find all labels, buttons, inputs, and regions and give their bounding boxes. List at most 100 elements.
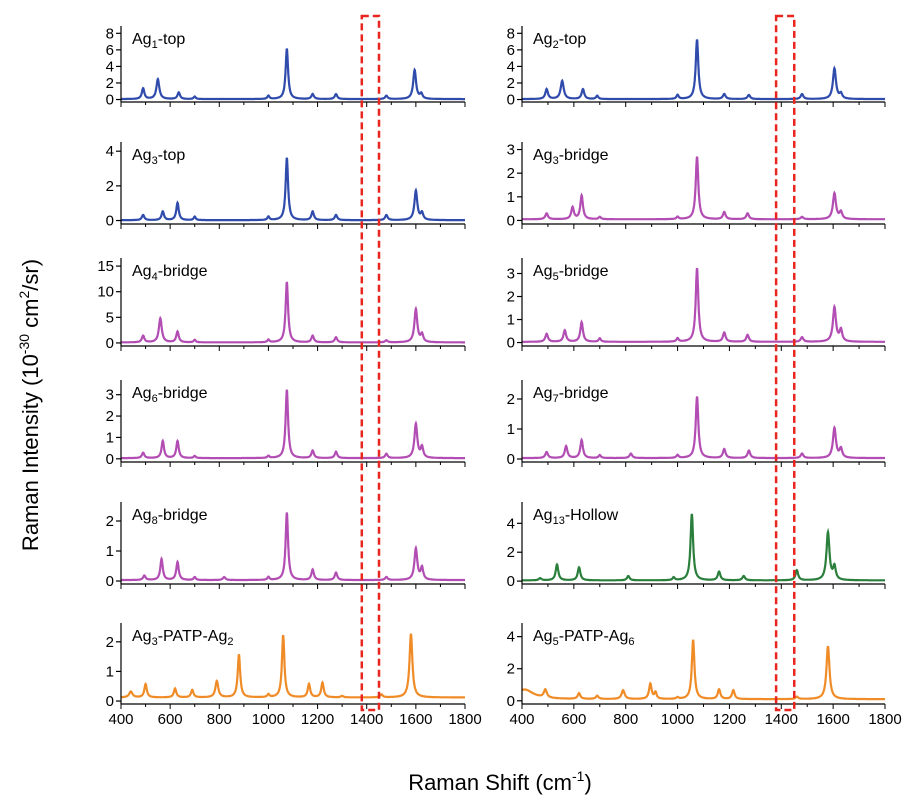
y-tick-label: 1 <box>106 543 114 560</box>
y-tick-label: 0 <box>507 451 515 468</box>
y-tick-label: 2 <box>507 75 515 92</box>
highlight-boxes <box>360 14 796 712</box>
chart-panel-5: 0 5 10 15 Ag4-bridge <box>97 258 466 352</box>
spectrum-line <box>121 633 465 699</box>
chart-panel-11: 0 1 2 400 600 800 1000 1200 1400 1600 1800 Ag3-PATP… <box>106 623 482 728</box>
y-tick-label: 4 <box>507 629 515 646</box>
y-tick-label: 4 <box>507 58 515 75</box>
x-tick-label: 400 <box>509 711 534 728</box>
spectrum-line <box>522 513 885 582</box>
y-tick-label: 3 <box>507 266 515 283</box>
y-tick-label: 0 <box>106 213 114 230</box>
panel-label: Ag8-bridge <box>132 507 208 527</box>
spectrum-line <box>522 156 885 221</box>
panel-label: Ag5-PATP-Ag6 <box>533 628 634 648</box>
chart-panel-7: 0 1 2 3 Ag6-bridge <box>106 380 466 468</box>
y-tick-label: 1 <box>507 189 515 206</box>
spectrum-line <box>521 639 885 701</box>
y-tick-label: 1 <box>507 421 515 438</box>
spectrum-line <box>121 281 465 344</box>
y-tick-label: 8 <box>106 25 114 42</box>
x-tick-label: 1400 <box>765 711 798 728</box>
panel-label: Ag2-top <box>533 31 586 51</box>
x-tick-label: 400 <box>108 711 133 728</box>
y-tick-label: 4 <box>507 515 515 532</box>
y-tick-label: 1 <box>507 312 515 329</box>
chart-panel-9: 0 1 2 Ag8-bridge <box>106 502 466 590</box>
panel-label: Ag3-top <box>132 147 185 167</box>
y-tick-label: 5 <box>106 309 114 326</box>
y-tick-label: 1 <box>106 429 114 446</box>
x-tick-label: 600 <box>561 711 586 728</box>
y-tick-label: 0 <box>507 573 515 590</box>
y-tick-label: 0 <box>106 573 114 590</box>
x-tick-label: 1200 <box>713 711 746 728</box>
panel-label: Ag13-Hollow <box>533 507 619 527</box>
spectrum-line <box>522 267 885 343</box>
y-tick-label: 4 <box>106 58 114 75</box>
y-tick-label: 2 <box>507 165 515 182</box>
y-tick-label: 0 <box>106 693 114 710</box>
panel-label: Ag1-top <box>132 31 185 51</box>
y-tick-label: 2 <box>106 634 114 651</box>
y-tick-label: 2 <box>507 289 515 306</box>
x-tick-label: 800 <box>613 711 638 728</box>
y-tick-label: 8 <box>507 25 515 42</box>
spectrum-line <box>121 389 465 460</box>
y-axis-title: Raman Intensity (10-30 cm2/sr) <box>16 259 43 551</box>
y-tick-label: 10 <box>97 284 114 301</box>
spectrum-line <box>522 39 885 101</box>
x-tick-label: 1200 <box>301 711 334 728</box>
x-tick-label: 1400 <box>350 711 383 728</box>
spectrum-line <box>121 48 465 101</box>
x-tick-label: 1800 <box>868 711 901 728</box>
chart-panel-12: 0 2 4 400 600 800 1000 1200 1400 1600 1800 Ag5-PATP… <box>507 623 902 728</box>
panel-label: Ag5-bridge <box>533 263 609 283</box>
x-tick-label: 1600 <box>816 711 849 728</box>
y-tick-label: 1 <box>106 663 114 680</box>
y-tick-label: 0 <box>106 451 114 468</box>
panel-label: Ag7-bridge <box>533 385 609 405</box>
x-tick-label: 1800 <box>448 711 481 728</box>
y-tick-label: 0 <box>106 335 114 352</box>
spectrum-line <box>121 512 465 582</box>
panel-label: Ag3-PATP-Ag2 <box>132 628 233 648</box>
y-tick-label: 15 <box>97 258 114 275</box>
chart-panel-10: 0 2 4 Ag13-Hollow <box>507 502 886 590</box>
panel-label: Ag4-bridge <box>132 263 208 283</box>
y-tick-label: 2 <box>106 178 114 195</box>
chart-panel-3: 0 2 4 Ag3-top <box>106 142 466 230</box>
chart-panel-4: 0 1 2 3 Ag3-bridge <box>507 142 886 229</box>
y-tick-label: 2 <box>106 75 114 92</box>
spectrum-line <box>522 396 885 460</box>
y-tick-label: 2 <box>106 513 114 530</box>
y-tick-label: 0 <box>507 335 515 352</box>
y-tick-label: 3 <box>106 387 114 404</box>
x-tick-label: 600 <box>158 711 183 728</box>
y-tick-label: 2 <box>507 544 515 561</box>
x-tick-label: 1000 <box>661 711 694 728</box>
y-tick-label: 0 <box>106 92 114 109</box>
y-tick-label: 6 <box>507 42 515 59</box>
y-tick-label: 0 <box>507 92 515 109</box>
y-tick-label: 2 <box>507 391 515 408</box>
y-tick-label: 2 <box>507 661 515 678</box>
panel-label: Ag6-bridge <box>132 385 208 405</box>
x-axis-title: Raman Shift (cm-1) <box>408 768 592 795</box>
panel-label: Ag3-bridge <box>533 147 609 167</box>
x-tick-label: 1000 <box>252 711 285 728</box>
spectrum-line <box>121 157 465 222</box>
x-tick-label: 1600 <box>399 711 432 728</box>
y-tick-label: 0 <box>507 693 515 710</box>
chart-panel-6: 0 1 2 3 Ag5-bridge <box>507 258 886 352</box>
highlight-box-1 <box>360 14 381 712</box>
highlight-box-2 <box>774 14 796 712</box>
y-tick-label: 3 <box>507 142 515 159</box>
y-tick-label: 6 <box>106 42 114 59</box>
chart-panel-8: 0 1 2 Ag7-bridge <box>507 380 886 468</box>
x-tick-label: 800 <box>207 711 232 728</box>
